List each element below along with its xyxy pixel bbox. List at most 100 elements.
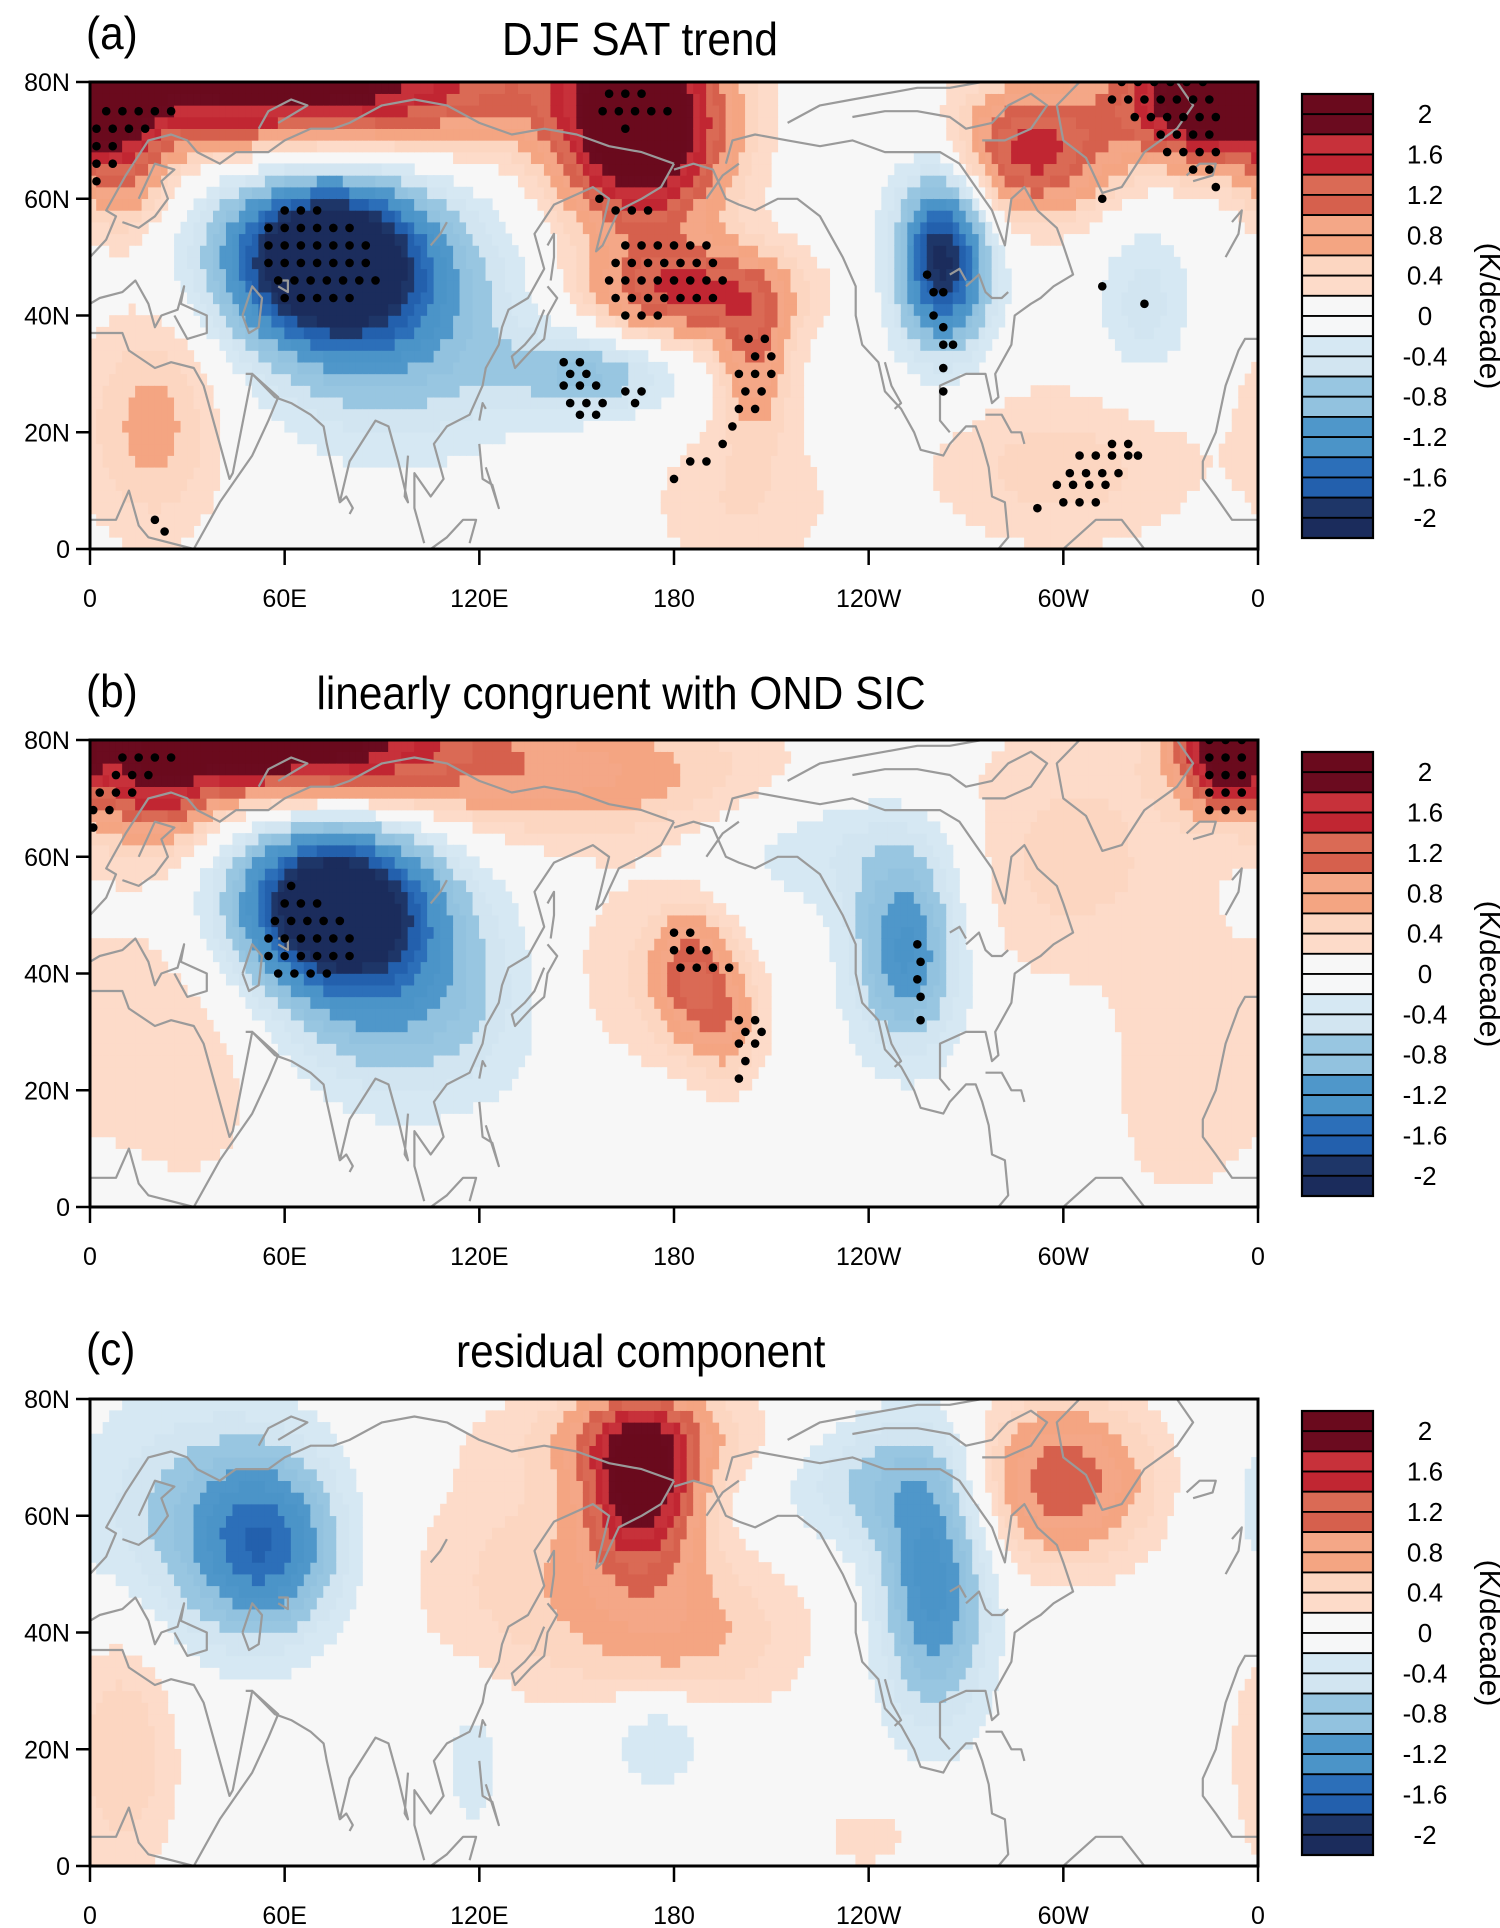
- field-cell: [1037, 198, 1045, 211]
- field-cell: [1147, 431, 1155, 445]
- field-cell: [303, 175, 311, 188]
- field-cell: [264, 198, 272, 211]
- field-cell: [654, 233, 662, 246]
- field-cell: [323, 385, 331, 398]
- field-cell: [1056, 105, 1064, 118]
- field-cell: [466, 256, 474, 270]
- field-cell: [336, 116, 344, 129]
- field-cell: [517, 105, 526, 118]
- field-cell: [336, 303, 344, 316]
- field-cell: [219, 93, 227, 106]
- field-cell: [206, 408, 214, 421]
- field-cell: [537, 350, 545, 363]
- field-cell: [641, 396, 649, 410]
- stipple-point: [582, 398, 591, 408]
- field-cell: [1166, 175, 1174, 188]
- field-cell: [939, 280, 947, 293]
- field-cell: [725, 361, 733, 375]
- field-cell: [200, 128, 208, 141]
- field-cell: [939, 443, 947, 456]
- field-cell: [394, 140, 402, 153]
- field-cell: [1017, 175, 1025, 188]
- field-cell: [939, 350, 947, 363]
- field-cell: [453, 116, 461, 129]
- field-cell: [1037, 128, 1045, 141]
- field-cell: [1024, 396, 1032, 410]
- field-cell: [193, 245, 201, 258]
- field-cell: [771, 338, 779, 351]
- stipple-point: [92, 124, 101, 133]
- field-cell: [1231, 82, 1239, 94]
- field-cell: [952, 350, 960, 363]
- field-cell: [563, 350, 571, 363]
- field-cell: [706, 198, 714, 211]
- field-cell: [128, 466, 136, 480]
- field-cell: [998, 175, 1006, 188]
- field-cell: [135, 233, 143, 246]
- field-cell: [148, 350, 156, 363]
- stipple-point: [938, 363, 948, 373]
- field-cell: [589, 303, 597, 316]
- field-cell: [388, 326, 396, 340]
- field-cell: [1069, 396, 1077, 410]
- field-cell: [745, 315, 753, 328]
- field-cell: [1134, 431, 1142, 445]
- field-cell: [251, 326, 260, 340]
- field-cell: [680, 466, 688, 480]
- field-cell: [115, 233, 123, 246]
- field-cell: [1238, 163, 1246, 176]
- field-cell: [738, 420, 746, 433]
- field-cell: [1043, 140, 1051, 153]
- field-cell: [965, 221, 973, 235]
- field-cell: [174, 490, 182, 503]
- field-cell: [193, 431, 201, 445]
- coastline: [949, 267, 967, 282]
- field-cell: [634, 280, 642, 293]
- field-cell: [388, 93, 396, 106]
- field-cell: [1082, 443, 1090, 456]
- field-cell: [193, 291, 201, 305]
- field-cell: [459, 140, 467, 153]
- field-cell: [1082, 163, 1090, 176]
- field-cell: [537, 186, 545, 200]
- field-cell: [686, 513, 694, 526]
- field-cell: [706, 116, 714, 129]
- field-cell: [90, 233, 97, 246]
- field-cell: [608, 128, 616, 141]
- field-cell: [543, 350, 552, 363]
- field-cell: [420, 186, 428, 200]
- field-cell: [504, 140, 513, 153]
- field-cell: [1030, 82, 1038, 94]
- field-cell: [1037, 420, 1045, 433]
- field-cell: [595, 221, 603, 235]
- field-cell: [608, 361, 616, 375]
- y-tick-label: 80N: [24, 69, 70, 97]
- field-cell: [1140, 268, 1148, 281]
- field-cell: [771, 303, 779, 316]
- field-cell: [796, 443, 805, 456]
- field-cell: [1004, 280, 1012, 293]
- field-cell: [277, 198, 285, 211]
- stipple-point: [630, 398, 640, 408]
- field-cell: [738, 210, 746, 223]
- field-cell: [913, 338, 921, 351]
- field-cell: [1160, 326, 1168, 340]
- field-cell: [1134, 490, 1142, 503]
- field-cell: [135, 210, 143, 223]
- field-cell: [414, 245, 422, 258]
- field-cell: [686, 268, 694, 281]
- field-cell: [660, 163, 668, 176]
- stipple-point: [108, 141, 118, 151]
- field-cell: [128, 525, 136, 538]
- field-cell: [751, 163, 759, 176]
- field-cell: [375, 116, 383, 129]
- field-cell: [952, 245, 960, 258]
- field-cell: [1082, 186, 1090, 200]
- field-cell: [1205, 186, 1213, 200]
- field-cell: [206, 490, 214, 503]
- field-cell: [440, 256, 448, 270]
- field-cell: [608, 385, 616, 398]
- coastline: [1055, 82, 1195, 194]
- field-cell: [1004, 198, 1012, 211]
- field-cell: [90, 385, 97, 398]
